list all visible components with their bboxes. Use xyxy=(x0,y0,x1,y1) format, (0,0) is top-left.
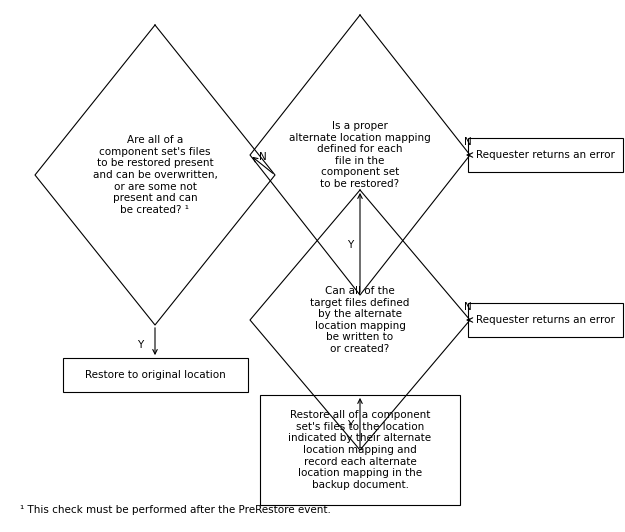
Text: N: N xyxy=(259,152,267,162)
Text: Is a proper
alternate location mapping
defined for each
file in the
component se: Is a proper alternate location mapping d… xyxy=(289,121,431,189)
Text: N: N xyxy=(464,302,472,312)
FancyBboxPatch shape xyxy=(260,395,460,505)
Text: Requester returns an error: Requester returns an error xyxy=(476,150,614,160)
Text: ¹ This check must be performed after the PreRestore event.: ¹ This check must be performed after the… xyxy=(20,505,331,515)
Text: Y: Y xyxy=(347,420,353,430)
Text: Requester returns an error: Requester returns an error xyxy=(476,315,614,325)
Text: Restore to original location: Restore to original location xyxy=(84,370,226,380)
Text: Y: Y xyxy=(137,340,143,350)
Text: Y: Y xyxy=(347,240,353,250)
Text: Restore all of a component
set's files to the location
indicated by their altern: Restore all of a component set's files t… xyxy=(289,410,431,490)
FancyBboxPatch shape xyxy=(62,358,248,392)
Text: N: N xyxy=(464,137,472,147)
Text: Are all of a
component set's files
to be restored present
and can be overwritten: Are all of a component set's files to be… xyxy=(92,135,218,215)
FancyBboxPatch shape xyxy=(468,138,622,172)
Text: Can all of the
target files defined
by the alternate
location mapping
be written: Can all of the target files defined by t… xyxy=(310,286,410,354)
FancyBboxPatch shape xyxy=(468,303,622,337)
